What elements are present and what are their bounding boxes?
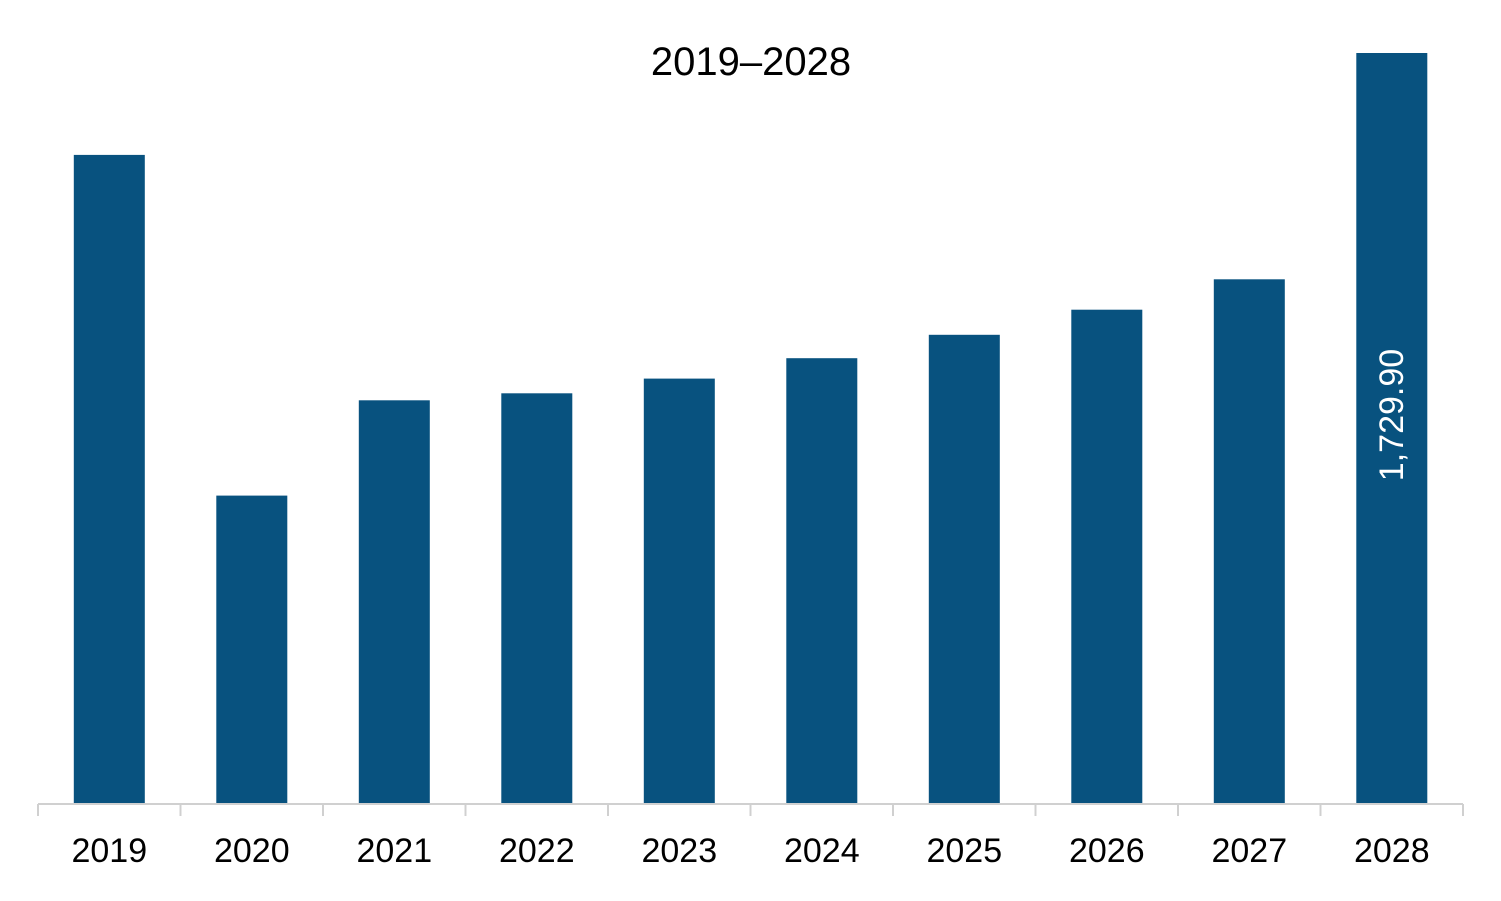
- x-tick-label-2022: 2022: [499, 832, 575, 870]
- x-tick-label-2024: 2024: [784, 832, 860, 870]
- x-tick-label-2028: 2028: [1354, 832, 1430, 870]
- bar-2019: [73, 154, 145, 803]
- x-tick-label-2027: 2027: [1211, 832, 1287, 870]
- chart-title: 2019–2028: [651, 40, 851, 84]
- bar-2024: [786, 358, 858, 803]
- x-tick-label-2023: 2023: [641, 832, 717, 870]
- x-tick-label-2025: 2025: [926, 832, 1002, 870]
- bar-2023: [643, 378, 715, 803]
- x-axis: [37, 803, 1464, 816]
- bar-2027: [1213, 279, 1285, 803]
- bar-2020: [216, 495, 288, 803]
- x-tick-label-2019: 2019: [71, 832, 147, 870]
- bar-2022: [501, 393, 573, 803]
- bar-2021: [358, 400, 430, 803]
- data-label-2028: 1,729.90: [1373, 349, 1411, 481]
- labels-layer: 2019 2020 2021 2022 2023 2024 2025 2026 2027 2028…: [71, 349, 1429, 870]
- bar-2025: [928, 334, 1000, 803]
- x-tick-label-2026: 2026: [1069, 832, 1145, 870]
- bar-2028: [1356, 53, 1428, 803]
- x-tick-label-2020: 2020: [214, 832, 290, 870]
- bars-layer: [73, 53, 1428, 803]
- bar-2026: [1071, 309, 1143, 803]
- x-tick-label-2021: 2021: [356, 832, 432, 870]
